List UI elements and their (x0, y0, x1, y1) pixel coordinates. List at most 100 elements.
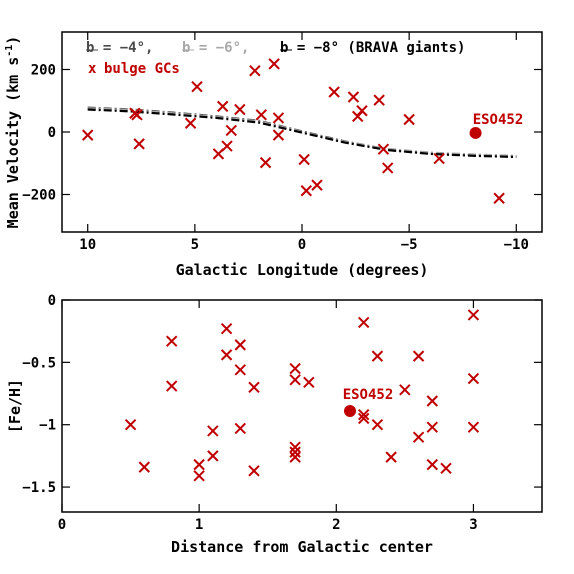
metallicity-y-tick-label: 0 (48, 293, 56, 309)
gc-marker (467, 309, 480, 321)
gc-marker (82, 129, 94, 141)
gc-marker (303, 376, 315, 389)
gc-marker (356, 105, 368, 117)
velocity-axis-ticks: 10 5 0 −5 −10 −200 0 200 (22, 32, 542, 253)
velocity-x-tick-label: −5 (401, 237, 418, 253)
metallicity-x-tick-label: 2 (332, 517, 340, 533)
gc-marker (207, 425, 219, 437)
velocity-x-tick-label: −10 (504, 237, 529, 253)
gc-marker (259, 156, 272, 169)
gc-marker (382, 162, 394, 174)
gc-marker (193, 470, 205, 482)
gc-marker (212, 148, 225, 160)
eso452-marker (344, 404, 356, 417)
gc-marker (289, 374, 301, 386)
gc-marker (328, 86, 340, 98)
gc-marker (138, 461, 150, 473)
gc-marker (358, 316, 370, 329)
gc-marker (377, 143, 390, 155)
gc-marker (298, 153, 310, 166)
gc-marker (412, 431, 425, 443)
gc-marker (225, 124, 237, 137)
gc-marker (268, 58, 280, 70)
model-curves (86, 49, 517, 159)
metallicity-x-tick-label: 3 (469, 517, 477, 533)
gc-marker (234, 339, 246, 351)
gc-marker (166, 335, 178, 347)
gc-marker (403, 113, 415, 126)
gc-marker (300, 185, 312, 197)
gc-marker (289, 446, 301, 458)
velocity-x-tick-label: 5 (191, 237, 199, 253)
gc-marker (191, 80, 203, 93)
gc-marker (426, 458, 438, 471)
legend-entry-b4: b = −4°, (86, 40, 153, 56)
metallicity-y-tick-label: −0.5 (22, 355, 56, 371)
velocity-x-tick-label: 10 (79, 237, 96, 253)
gc-marker (248, 381, 260, 394)
legend-entry-b8: b = −8° (BRAVA giants) (280, 40, 465, 56)
gc-marker (385, 451, 397, 463)
velocity-x-axis-title: Galactic Longitude (degrees) (176, 261, 429, 279)
legend-entry-b6: b = −6°, (182, 40, 249, 56)
metallicity-panel: 0 1 2 3 −1.5 −1 −0.5 0 Distance from Galactic c… (6, 293, 543, 556)
velocity-y-tick-label: 200 (31, 63, 56, 79)
metallicity-eso452-label: ESO452 (343, 387, 394, 403)
gc-marker (371, 418, 384, 431)
model-curve-line (87, 107, 517, 157)
gc-marker (399, 384, 411, 396)
gc-marker (467, 421, 480, 433)
legend: b = −4°, b = −6°, b = −8° (BRAVA giants)… (86, 40, 465, 77)
gc-marker (184, 117, 197, 129)
gc-marker (358, 409, 370, 421)
gc-marker (217, 100, 229, 113)
gc-marker (289, 441, 301, 453)
gc-marker (358, 412, 370, 425)
gc-marker (371, 350, 384, 362)
gc-markers-metallicity (124, 309, 480, 482)
gc-markers (82, 58, 505, 204)
velocity-panel: 10 5 0 −5 −10 −200 0 200 Galactic Longitude (de… (4, 31, 543, 279)
gc-marker (347, 91, 360, 103)
velocity-eso452-label: ESO452 (473, 112, 524, 128)
gc-marker (426, 395, 438, 407)
gc-marker (133, 138, 145, 150)
metallicity-y-tick-label: −1 (39, 418, 56, 434)
legend-entry-gc: bulge GCs (104, 61, 180, 77)
gc-marker (493, 192, 505, 204)
gc-marker (234, 103, 246, 116)
gc-marker (255, 109, 267, 121)
gc-marker (440, 462, 452, 475)
gc-marker (272, 112, 285, 124)
gc-marker (193, 458, 205, 471)
gc-marker (166, 380, 178, 392)
gc-marker (412, 350, 425, 362)
model-curve-line (87, 108, 517, 159)
gc-marker (272, 129, 285, 141)
gc-marker (289, 362, 301, 375)
metallicity-axis-ticks: 0 1 2 3 −1.5 −1 −0.5 0 (22, 293, 542, 533)
gc-marker (234, 422, 246, 435)
gc-marker (234, 364, 246, 376)
legend-entry-gc-symbol: x (88, 61, 97, 77)
metallicity-x-axis-title: Distance from Galactic center (171, 538, 433, 556)
metallicity-y-axis-title: [Fe/H] (6, 379, 24, 433)
eso452-marker (469, 126, 482, 139)
gc-marker (248, 465, 260, 477)
gc-marker (220, 349, 233, 361)
velocity-y-tick-label: −200 (22, 188, 56, 204)
metallicity-x-tick-label: 0 (58, 517, 66, 533)
gc-marker (131, 109, 143, 121)
gc-marker (426, 421, 438, 433)
gc-marker (289, 451, 301, 463)
velocity-x-tick-label: 0 (298, 237, 306, 253)
metallicity-plot-frame (61, 299, 543, 513)
gc-marker (220, 322, 233, 335)
metallicity-x-tick-label: 1 (195, 517, 203, 533)
velocity-y-axis-title: Mean Velocity (km s-1) (4, 36, 22, 229)
velocity-y-tick-label: 0 (48, 125, 56, 141)
velocity-y-axis-title-close: ) (4, 36, 22, 45)
gc-marker (373, 94, 385, 106)
gc-marker (124, 418, 137, 431)
